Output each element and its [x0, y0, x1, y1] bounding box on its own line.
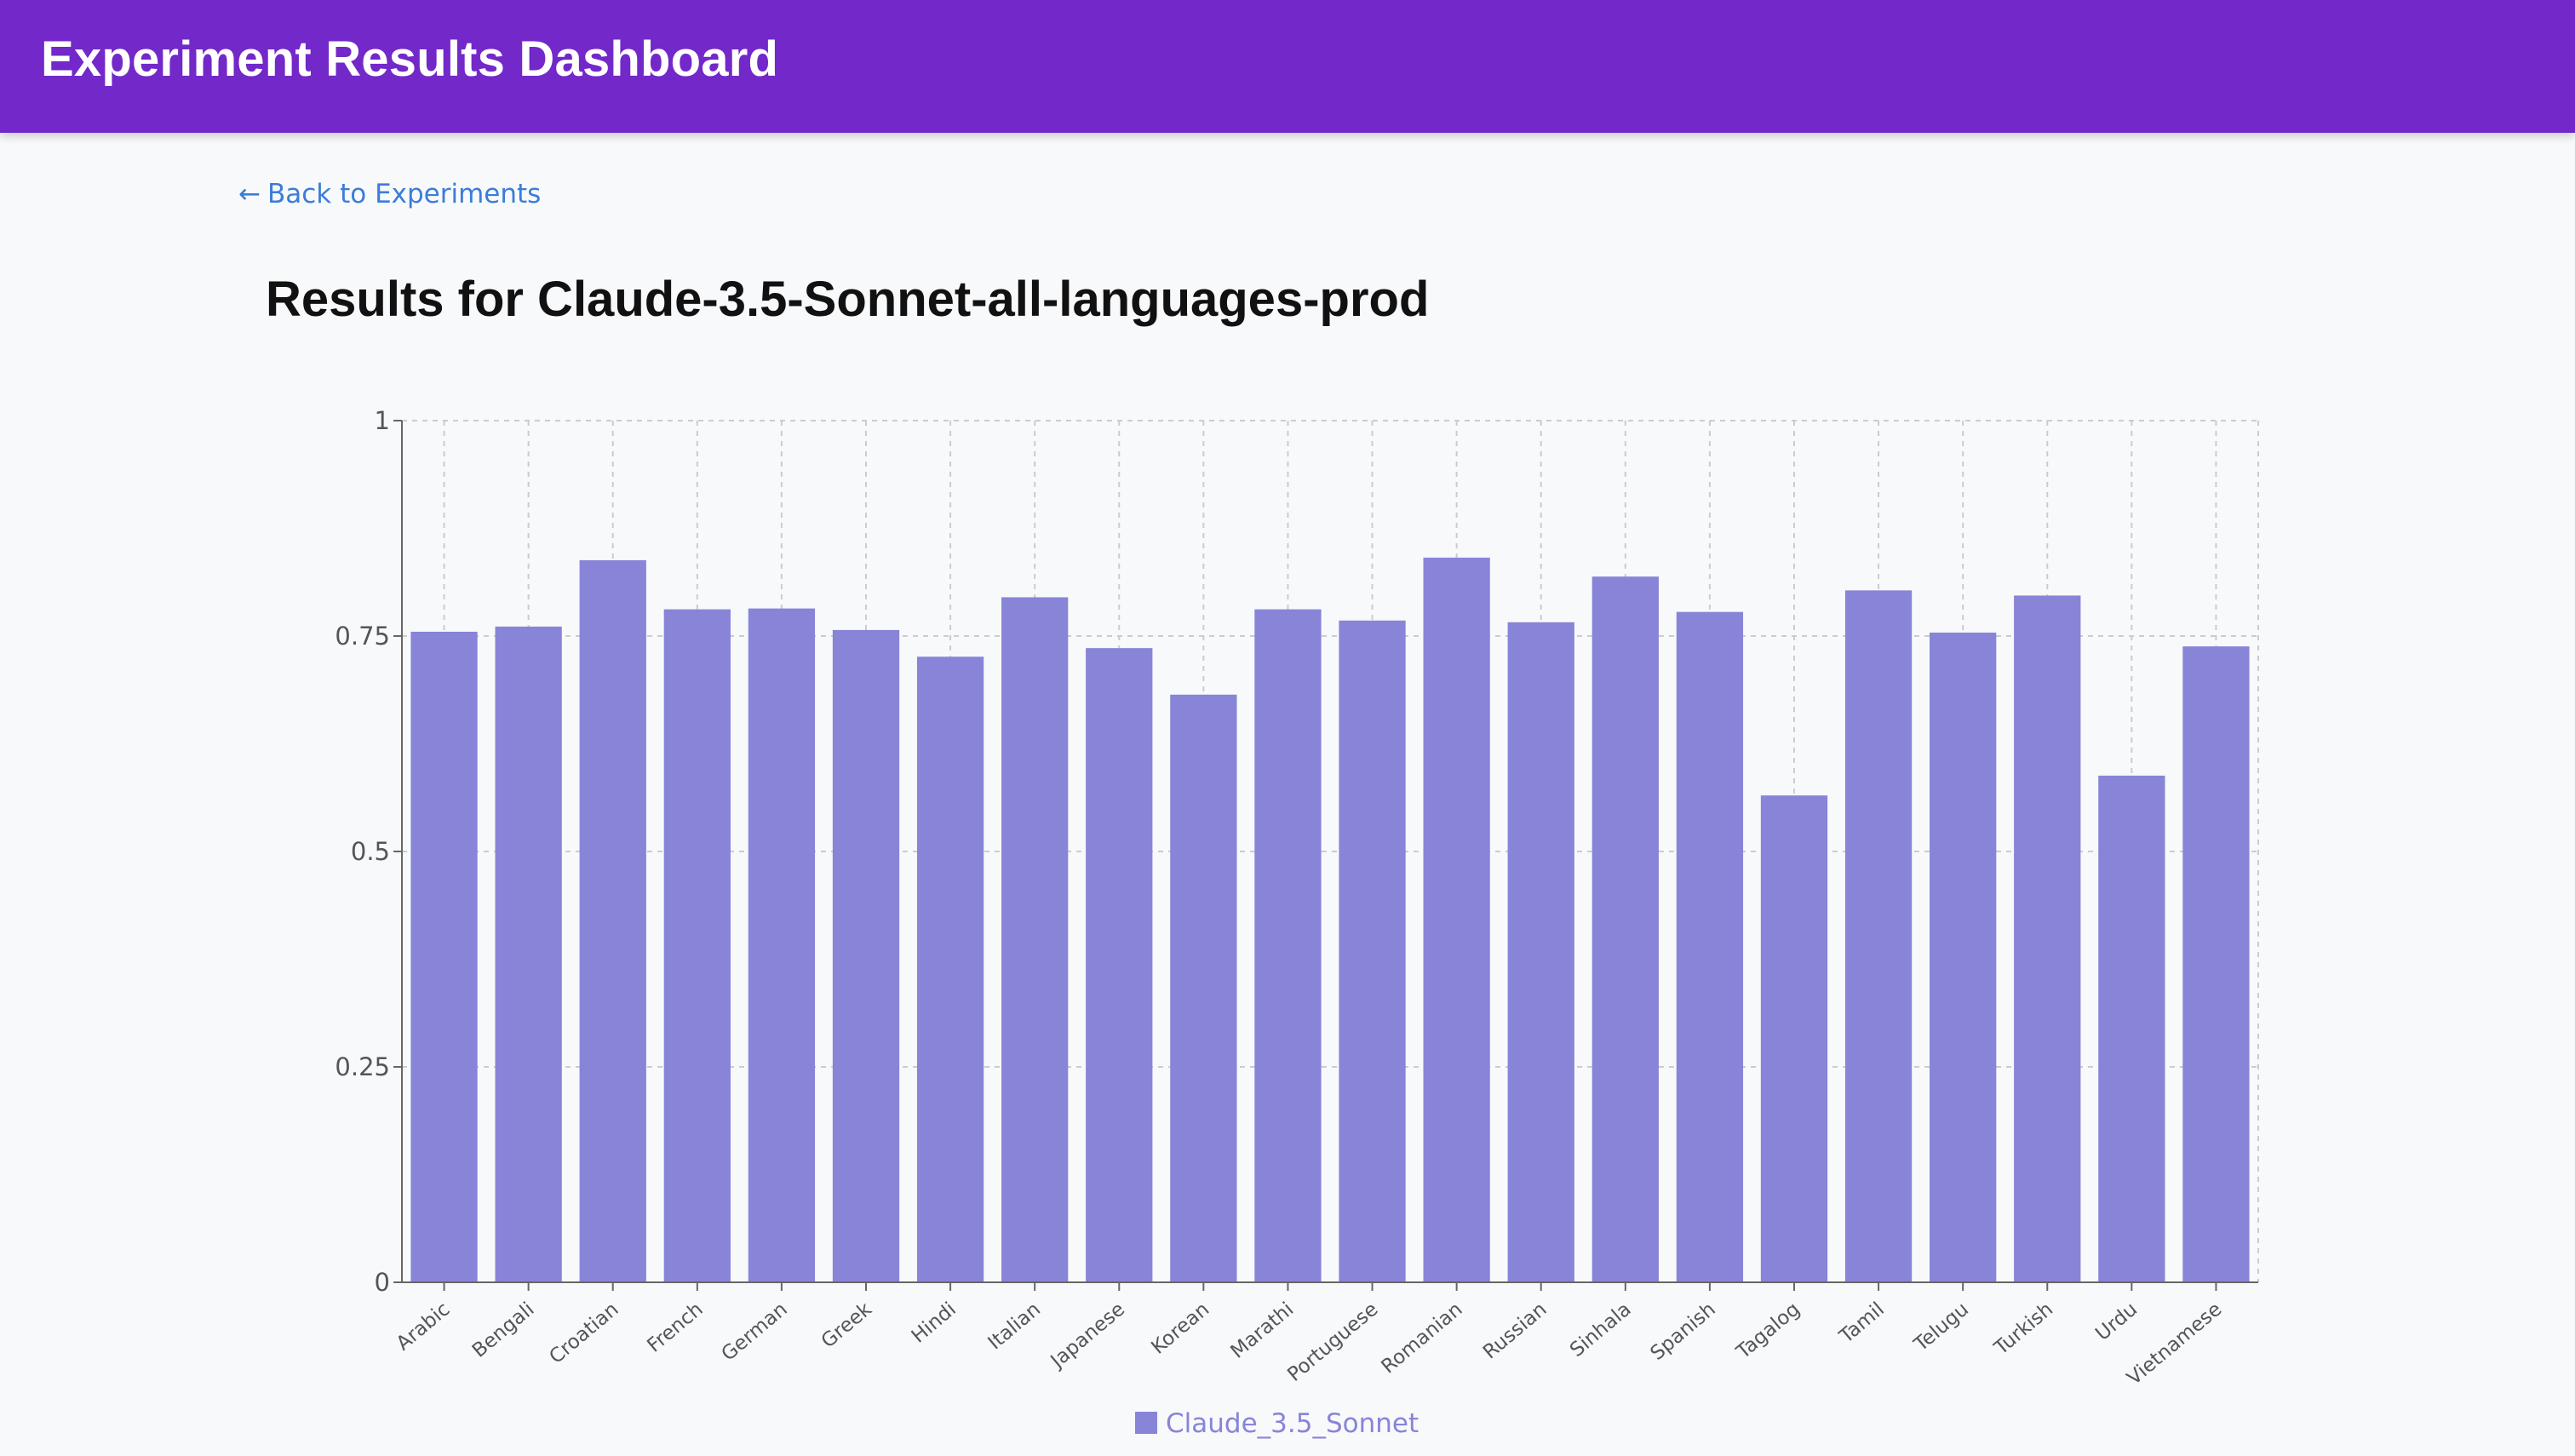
x-tick-label: Marathi — [1227, 1298, 1299, 1363]
bar-russian — [1507, 622, 1574, 1282]
bar-french — [663, 609, 731, 1282]
bar-greek — [832, 629, 900, 1282]
y-tick-label: 0 — [375, 1268, 390, 1297]
back-to-experiments-link[interactable]: ← Back to Experiments — [238, 179, 541, 209]
bar-marathi — [1254, 609, 1322, 1282]
bar-tamil — [1844, 590, 1913, 1282]
chart-legend: Claude_3.5_Sonnet — [1135, 1408, 1419, 1439]
bar-romanian — [1423, 557, 1490, 1282]
legend-swatch — [1135, 1412, 1157, 1434]
x-tick-label: Turkish — [1990, 1298, 2057, 1361]
y-tick-label: 0.25 — [335, 1052, 390, 1081]
x-tick-label: Portuguese — [1283, 1298, 1382, 1386]
x-tick-label: Japanese — [1046, 1298, 1129, 1373]
bar-tagalog — [1760, 795, 1828, 1282]
x-tick-label: Urdu — [2091, 1298, 2142, 1345]
bar-croatian — [579, 559, 646, 1282]
x-tick-label: Russian — [1479, 1298, 1551, 1364]
legend-label: Claude_3.5_Sonnet — [1166, 1408, 1419, 1439]
x-tick-label: Greek — [817, 1298, 877, 1352]
x-tick-label: Tagalog — [1732, 1298, 1804, 1364]
back-link-label: Back to Experiments — [267, 179, 542, 209]
page-title: Results for Claude-3.5-Sonnet-all-langua… — [266, 272, 1430, 327]
bar-sinhala — [1591, 576, 1659, 1282]
bar-urdu — [2098, 775, 2165, 1282]
chart-axes — [393, 420, 2258, 1291]
bar-italian — [1001, 597, 1069, 1282]
y-tick-label: 1 — [375, 406, 390, 435]
bar-japanese — [1086, 648, 1153, 1282]
bar-turkish — [2014, 595, 2081, 1282]
bar-korean — [1170, 694, 1237, 1282]
x-tick-label: Bengali — [468, 1298, 539, 1362]
bar-portuguese — [1339, 620, 1406, 1282]
x-tick-label: Telugu — [1910, 1298, 1974, 1356]
x-tick-label: Italian — [984, 1298, 1045, 1355]
bar-spanish — [1676, 611, 1744, 1282]
y-tick-label: 0.75 — [335, 622, 390, 651]
bar-arabic — [410, 631, 478, 1282]
bar-hindi — [916, 656, 984, 1282]
x-tick-label: Croatian — [545, 1298, 622, 1368]
x-tick-label: Sinhala — [1566, 1298, 1636, 1361]
bar-vietnamese — [2182, 646, 2250, 1282]
y-tick-label: 0.5 — [351, 837, 390, 866]
x-tick-label: Korean — [1147, 1298, 1213, 1359]
bar-german — [748, 608, 816, 1282]
bar-telugu — [1930, 632, 1997, 1282]
x-tick-label: Spanish — [1646, 1298, 1719, 1365]
app-title: Experiment Results Dashboard — [41, 32, 779, 87]
x-tick-label: Arabic — [393, 1298, 455, 1356]
arrow-left-icon: ← — [238, 179, 261, 209]
x-tick-label: German — [717, 1298, 791, 1366]
chart-bars — [410, 557, 2250, 1282]
x-tick-label: Hindi — [908, 1298, 961, 1348]
header-bar: Experiment Results Dashboard — [0, 0, 2575, 133]
x-tick-label: Tamil — [1835, 1298, 1889, 1349]
x-tick-label: Romanian — [1378, 1298, 1467, 1379]
bar-bengali — [495, 626, 562, 1282]
x-tick-label: French — [643, 1298, 707, 1357]
